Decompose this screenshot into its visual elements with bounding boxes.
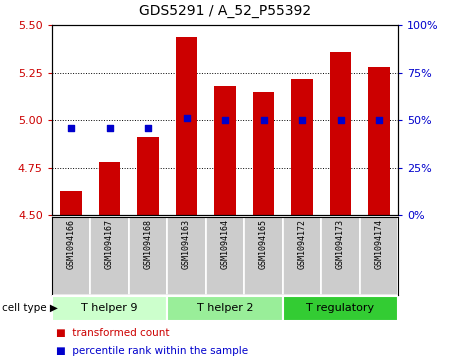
Text: T regulatory: T regulatory [306, 303, 374, 313]
Point [106, 125, 113, 131]
Text: T helper 9: T helper 9 [81, 303, 138, 313]
Text: GSM1094174: GSM1094174 [374, 219, 383, 269]
Bar [167, 295, 283, 321]
Text: GSM1094166: GSM1094166 [67, 219, 76, 269]
Text: T helper 2: T helper 2 [197, 303, 253, 313]
Bar [206, 217, 244, 295]
Bar [52, 295, 167, 321]
Point [375, 118, 382, 123]
Bar [90, 217, 129, 295]
Text: GSM1094173: GSM1094173 [336, 219, 345, 269]
Point [298, 118, 306, 123]
Text: GSM1094164: GSM1094164 [220, 219, 230, 269]
Bar [330, 52, 351, 215]
Text: ■  transformed count: ■ transformed count [56, 328, 170, 338]
Bar [283, 295, 398, 321]
Text: cell type ▶: cell type ▶ [2, 303, 58, 313]
Bar [214, 86, 236, 215]
Bar [60, 191, 81, 215]
Bar [321, 217, 360, 295]
Bar [283, 217, 321, 295]
Bar [360, 217, 398, 295]
Text: GSM1094163: GSM1094163 [182, 219, 191, 269]
Text: GDS5291 / A_52_P55392: GDS5291 / A_52_P55392 [139, 4, 311, 18]
Point [260, 118, 267, 123]
Bar [176, 37, 197, 215]
Point [183, 115, 190, 121]
Bar [369, 67, 390, 215]
Point [221, 118, 229, 123]
Text: GSM1094167: GSM1094167 [105, 219, 114, 269]
Text: GSM1094168: GSM1094168 [144, 219, 153, 269]
Bar [129, 217, 167, 295]
Bar [167, 217, 206, 295]
Text: ■  percentile rank within the sample: ■ percentile rank within the sample [56, 346, 248, 356]
Point [337, 118, 344, 123]
Bar [292, 78, 313, 215]
Bar [52, 217, 90, 295]
Bar [99, 162, 120, 215]
Bar [244, 217, 283, 295]
Point [144, 125, 152, 131]
Text: GSM1094172: GSM1094172 [297, 219, 306, 269]
Point [68, 125, 75, 131]
Text: GSM1094165: GSM1094165 [259, 219, 268, 269]
Bar [253, 92, 274, 215]
Bar [137, 138, 158, 215]
